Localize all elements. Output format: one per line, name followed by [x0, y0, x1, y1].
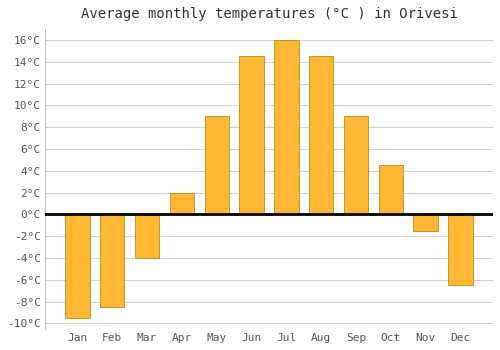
Bar — [135, 215, 160, 258]
Bar — [448, 215, 472, 285]
Bar — [65, 215, 90, 318]
Bar — [414, 215, 438, 231]
Bar — [344, 116, 368, 215]
Bar — [204, 116, 229, 215]
Bar — [274, 40, 298, 215]
Bar — [309, 56, 334, 215]
Bar — [170, 193, 194, 215]
Bar — [378, 165, 403, 215]
Bar — [240, 56, 264, 215]
Bar — [100, 215, 124, 307]
Title: Average monthly temperatures (°C ) in Orivesi: Average monthly temperatures (°C ) in Or… — [80, 7, 458, 21]
